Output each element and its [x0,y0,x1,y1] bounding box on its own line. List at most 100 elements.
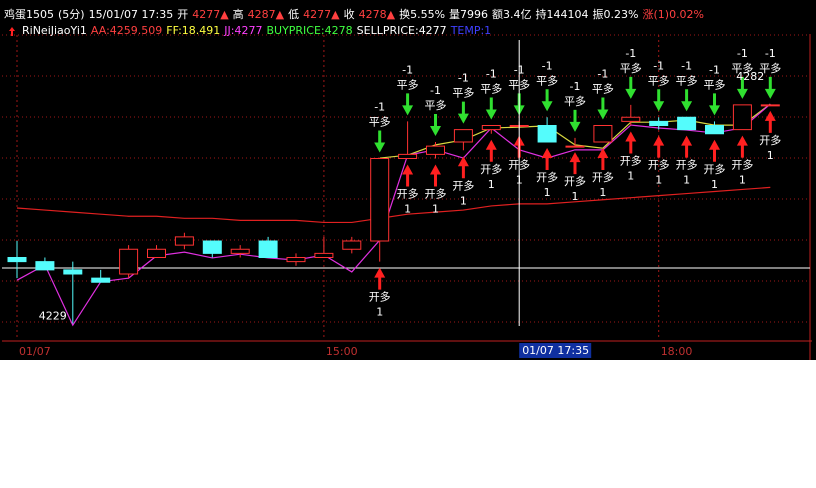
buy-label: 开多 [369,290,391,304]
candle-body [91,277,111,283]
sell-value: -1 [402,63,413,76]
series-line [16,186,771,224]
buy-arrow [430,164,441,187]
buy-value: 1 [599,186,606,199]
buy-arrow [764,110,776,133]
sell-label: 平多 [648,73,670,87]
sell-arrow [457,101,469,124]
header-item: AA:4259.509 [91,24,162,37]
sell-value: -1 [430,84,441,97]
header-item: (5分) [58,8,85,21]
sell-arrow [736,76,748,99]
buy-value: 1 [572,190,579,203]
header-item: BUYPRICE:4278 [266,24,352,37]
candle-body [537,125,557,143]
candle-body [286,257,306,263]
sell-arrow [625,76,637,99]
buy-value: 1 [432,203,439,216]
buy-label: 开多 [564,174,586,188]
sell-arrow [681,89,693,112]
sell-arrow [764,76,776,99]
sell-arrow [597,97,609,120]
buy-arrow [402,164,414,187]
buy-arrow [485,139,497,162]
buy-value: 1 [711,178,718,191]
buy-arrow [569,152,581,175]
sell-label: 平多 [397,77,419,91]
header-item: 收 [344,7,355,21]
sell-value: -1 [765,47,776,60]
x-tick-label: 15:00 [326,345,358,358]
x-tick-label: 18:00 [661,345,693,358]
candle-body [342,240,362,250]
candle-body [398,153,418,159]
candle-body [426,145,445,155]
buy-value: 1 [739,174,746,187]
buy-value: 1 [683,174,690,187]
candle-body [732,104,752,131]
sell-arrow [430,114,441,136]
sell-label: 平多 [704,77,726,91]
header-item: 4287▲ [248,8,285,21]
buy-value: 1 [767,149,774,162]
header-item: 15/01/07 17:35 [89,8,174,21]
sell-value: -1 [542,59,553,72]
header-item: SELLPRICE:4277 [357,24,447,37]
sell-label: 平多 [425,98,447,112]
sell-arrow [374,130,386,153]
candle-body [593,125,613,143]
header-line: 鸡蛋1505 (5分) 15/01/07 17:35 开 4277▲ 高 4287▲ 低 427… [4,7,704,21]
header-item: 开 [177,8,188,21]
header-item: RiNeiJiaoYi1 [22,24,87,37]
header-line: RiNeiJiaoYi1 AA:4259.509 FF:18.491 JJ:4277 B… [22,24,491,37]
sell-label: 平多 [564,94,586,108]
buy-arrow [597,148,609,170]
sell-label: 平多 [369,115,391,129]
header-item: 额3.4亿 [492,8,532,21]
candle-body [649,120,669,126]
sell-label: 平多 [536,73,558,87]
sell-label: 平多 [480,82,502,96]
header-item: 高 [233,7,244,21]
sell-value: -1 [681,59,692,72]
buy-label: 开多 [731,158,753,172]
header-item: FF:18.491 [166,24,220,37]
header-arrow [9,27,15,36]
candle-body [35,261,55,271]
buy-label: 开多 [648,158,670,172]
header-item: 涨(1)0.02% [642,8,704,21]
sell-arrow [709,93,720,116]
sell-label: 平多 [676,73,698,87]
candle-body [760,104,780,107]
price-annotation: 4282 [736,70,764,83]
buy-value: 1 [460,194,467,207]
sell-arrow [569,109,581,132]
sell-value: -1 [625,47,636,60]
candle-body [7,257,27,263]
sell-label: 平多 [452,86,474,100]
candle-body [258,240,278,258]
buy-value: 1 [627,170,634,183]
series-line [16,103,771,327]
candle-body [565,145,585,148]
x-tick-label: 01/07 [19,345,51,358]
header-item: 4278▲ [359,8,396,21]
cursor-label: 01/07 17:35 [522,344,589,357]
buy-arrow [541,148,553,170]
candle-body [202,240,222,254]
candle-body [119,248,139,275]
header-item: 换5.55% [399,7,445,21]
buy-value: 1 [488,178,495,191]
sell-arrow [541,89,553,112]
buy-label: 开多 [704,162,726,176]
sell-value: -1 [458,72,469,85]
buy-label: 开多 [480,162,502,176]
candle-body [705,125,724,135]
candle-body [481,125,501,131]
buy-arrow [457,156,469,179]
buy-value: 1 [544,186,551,199]
sell-value: -1 [570,80,581,93]
price-annotation: 4229 [39,310,67,323]
